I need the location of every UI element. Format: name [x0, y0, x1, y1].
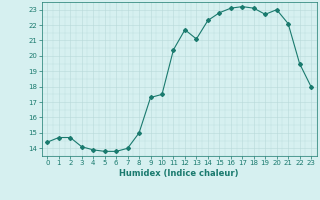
X-axis label: Humidex (Indice chaleur): Humidex (Indice chaleur) — [119, 169, 239, 178]
